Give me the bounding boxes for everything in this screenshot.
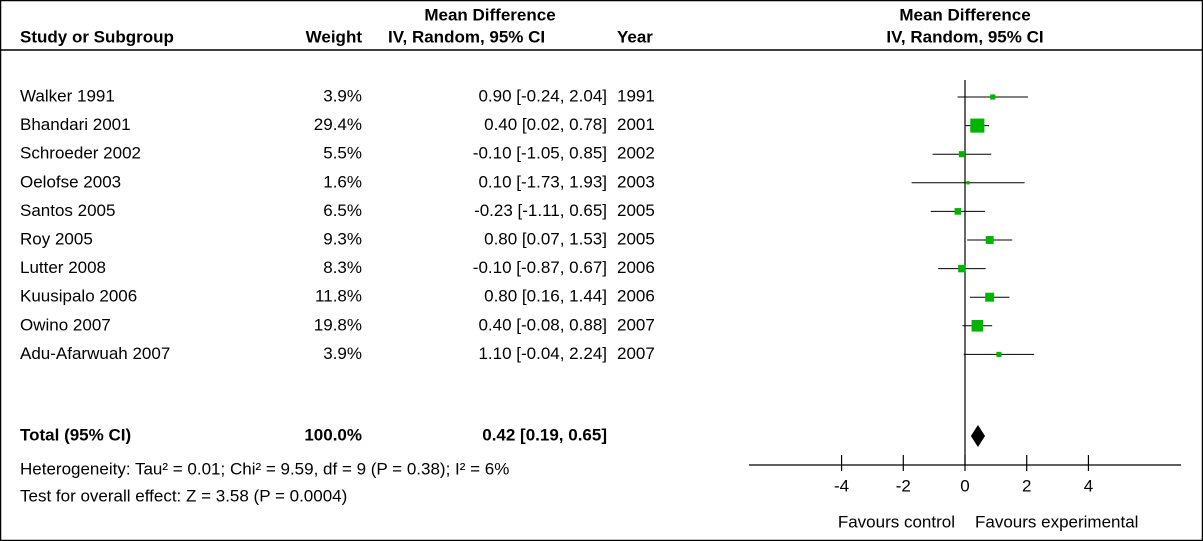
- ci: -0.10 [-1.05, 0.85]: [473, 144, 607, 163]
- heterogeneity: Heterogeneity: Tau² = 0.01; Chi² = 9.59,…: [20, 459, 509, 478]
- study-name: Owino 2007: [20, 315, 111, 334]
- weight: 29.4%: [314, 115, 362, 134]
- study-name: Kuusipalo 2006: [20, 287, 137, 306]
- study-square: [970, 118, 985, 133]
- ci: 0.80 [0.07, 1.53]: [484, 229, 607, 248]
- year: 2005: [617, 201, 655, 220]
- year: 1991: [617, 86, 655, 105]
- study-square: [958, 151, 965, 158]
- weight: 19.8%: [314, 315, 362, 334]
- ci: 0.80 [0.16, 1.44]: [484, 287, 607, 306]
- favours-left: Favours control: [838, 512, 955, 531]
- study-name: Oelofse 2003: [20, 172, 121, 191]
- study-square: [990, 94, 996, 100]
- overall-effect: Test for overall effect: Z = 3.58 (P = 0…: [20, 486, 347, 505]
- ci: 0.10 [-1.73, 1.93]: [478, 172, 607, 191]
- plot-header: Mean Difference: [899, 5, 1030, 24]
- study-name: Lutter 2008: [20, 258, 106, 277]
- year: 2003: [617, 172, 655, 191]
- year: 2001: [617, 115, 655, 134]
- total-ci: 0.42 [0.19, 0.65]: [482, 425, 607, 444]
- ci: 1.10 [-0.04, 2.24]: [478, 344, 607, 363]
- year: 2007: [617, 344, 655, 363]
- weight-header: Weight: [306, 27, 363, 46]
- study-name: Schroeder 2002: [20, 144, 141, 163]
- ci: 0.90 [-0.24, 2.04]: [478, 86, 607, 105]
- weight: 3.9%: [323, 344, 362, 363]
- weight: 5.5%: [323, 144, 362, 163]
- ci: 0.40 [0.02, 0.78]: [484, 115, 607, 134]
- weight: 9.3%: [323, 229, 362, 248]
- weight: 8.3%: [323, 258, 362, 277]
- total-label: Total (95% CI): [20, 425, 131, 444]
- total-diamond: [970, 425, 986, 447]
- study-square: [958, 264, 966, 273]
- x-tick-label: -2: [896, 476, 911, 495]
- study-name: Roy 2005: [20, 229, 93, 248]
- study-name: Adu-Afarwuah 2007: [20, 344, 170, 363]
- x-tick-label: 2: [1022, 476, 1031, 495]
- study-square: [985, 236, 994, 244]
- study-square: [996, 351, 1002, 357]
- x-tick-label: 4: [1084, 476, 1093, 495]
- plot-header: IV, Random, 95% CI: [886, 27, 1043, 46]
- ci: 0.40 [-0.08, 0.88]: [478, 315, 607, 334]
- year: 2006: [617, 258, 655, 277]
- year: 2002: [617, 144, 655, 163]
- study-square: [971, 320, 984, 332]
- ci-header: IV, Random, 95% CI: [388, 27, 545, 46]
- md-header: Mean Difference: [424, 5, 555, 24]
- weight: 3.9%: [323, 86, 362, 105]
- weight: 6.5%: [323, 201, 362, 220]
- year: 2005: [617, 229, 655, 248]
- year-header: Year: [617, 27, 653, 46]
- study-square: [954, 208, 962, 215]
- weight: 1.6%: [323, 172, 362, 191]
- ci: -0.23 [-1.11, 0.65]: [474, 201, 607, 220]
- x-tick-label: -4: [834, 476, 849, 495]
- study-square: [966, 181, 970, 185]
- year: 2006: [617, 287, 655, 306]
- x-tick-label: 0: [960, 476, 969, 495]
- favours-right: Favours experimental: [975, 512, 1138, 531]
- study-square: [985, 292, 995, 302]
- weight: 11.8%: [315, 287, 362, 306]
- study-name: Bhandari 2001: [20, 115, 131, 134]
- year: 2007: [617, 315, 655, 334]
- ci: -0.10 [-0.87, 0.67]: [473, 258, 607, 277]
- total-weight: 100.0%: [304, 425, 362, 444]
- study-name: Santos 2005: [20, 201, 115, 220]
- study-header: Study or Subgroup: [20, 27, 174, 46]
- study-name: Walker 1991: [20, 86, 115, 105]
